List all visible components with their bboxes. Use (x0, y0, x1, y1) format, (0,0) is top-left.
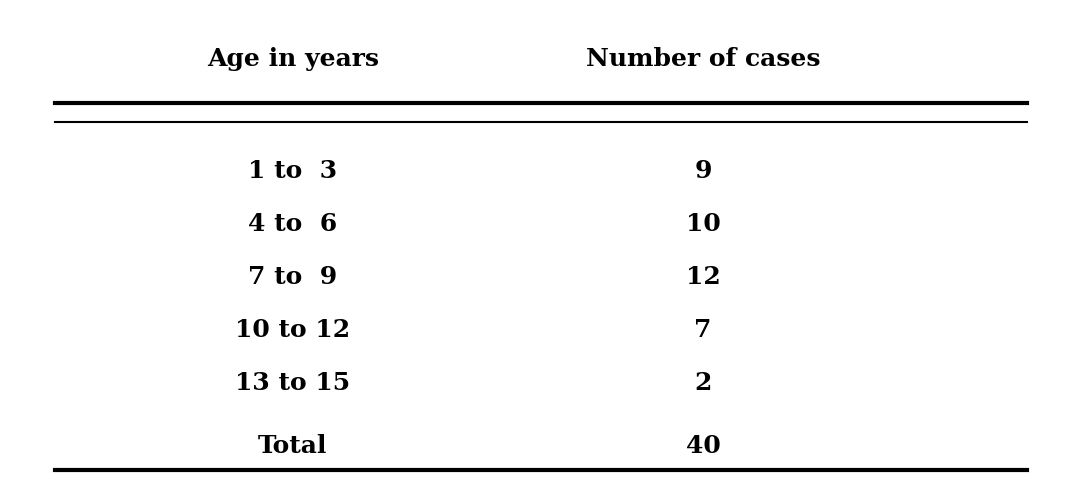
Text: 4 to  6: 4 to 6 (248, 212, 338, 236)
Text: 10: 10 (686, 212, 721, 236)
Text: 1 to  3: 1 to 3 (248, 158, 338, 183)
Text: 12: 12 (686, 265, 721, 289)
Text: 13 to 15: 13 to 15 (235, 371, 351, 395)
Text: 2: 2 (695, 371, 712, 395)
Text: Age in years: Age in years (207, 47, 379, 71)
Text: Number of cases: Number of cases (585, 47, 820, 71)
Text: 40: 40 (686, 434, 721, 458)
Text: 9: 9 (695, 158, 712, 183)
Text: Total: Total (259, 434, 328, 458)
Text: 7 to  9: 7 to 9 (248, 265, 338, 289)
Text: 10 to 12: 10 to 12 (235, 318, 351, 342)
Text: 7: 7 (695, 318, 712, 342)
